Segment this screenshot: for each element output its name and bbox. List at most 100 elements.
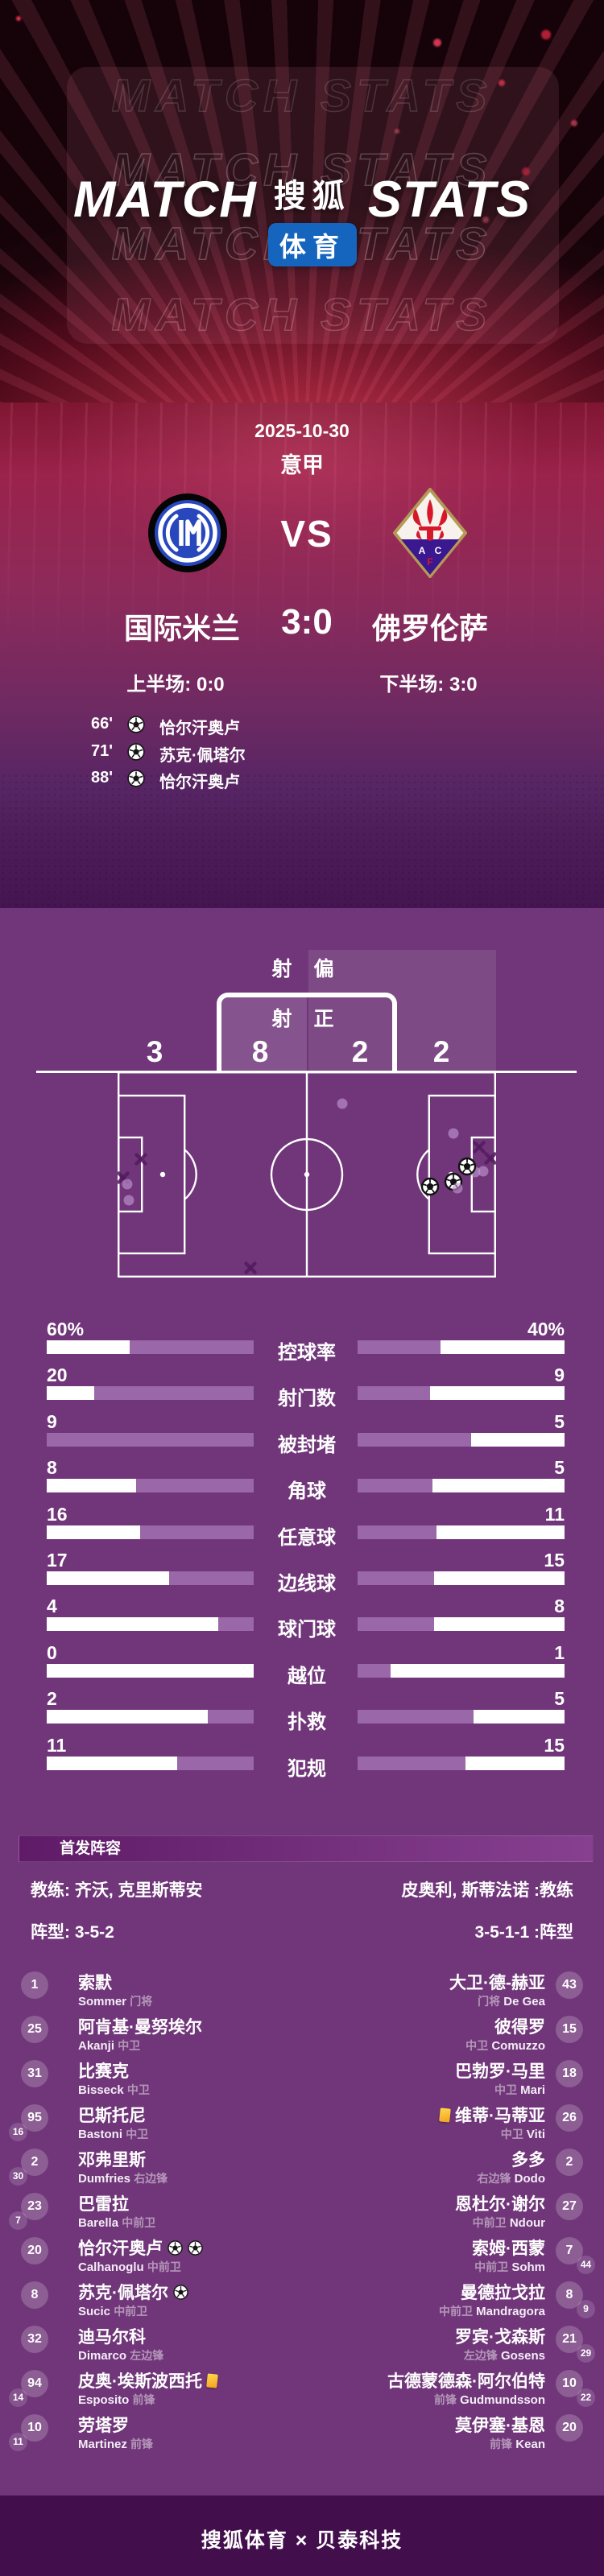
home-stat-bar xyxy=(47,1710,254,1724)
shot-x-marker xyxy=(484,1152,496,1165)
shot-dot-marker xyxy=(478,1166,489,1177)
home-player-detail: Sucic 中前卫 xyxy=(78,2305,148,2318)
home-stat-bar xyxy=(47,1525,254,1539)
away-player-position: 中前卫 xyxy=(438,2305,473,2318)
home-stat-value: 4 xyxy=(47,1596,57,1617)
home-player-detail: Bisseck 中卫 xyxy=(78,2083,150,2097)
away-player-detail: 右边锋 Dodo xyxy=(477,2172,546,2186)
away-player-position: 中卫 xyxy=(465,2039,489,2052)
away-shirt-number-badge: 27 xyxy=(556,2193,583,2220)
event-player-name: 恰尔汗奥卢 xyxy=(159,720,240,737)
watermark-text: MATCH STATS xyxy=(111,288,493,341)
away-stat-bar xyxy=(358,1756,565,1770)
home-shirt-number-badge: 94 xyxy=(21,2370,48,2397)
home-stat-value: 16 xyxy=(47,1503,68,1525)
goal-event-row: 88' 恰尔汗奥卢 xyxy=(0,769,604,791)
watermark-text: MATCH STATS xyxy=(111,69,493,122)
home-stat-value: 9 xyxy=(47,1410,57,1432)
away-shirt-number-badge: 15 xyxy=(556,2016,583,2043)
home-player-detail: Esposito 前锋 xyxy=(78,2393,155,2407)
home-stat-fill xyxy=(139,1525,254,1539)
home-player-detail: Sommer 门将 xyxy=(78,1995,153,2008)
home-player-name: 巴雷拉 xyxy=(78,2195,129,2214)
home-stat-value: 11 xyxy=(47,1734,67,1756)
shot-x-marker xyxy=(134,1153,147,1166)
lineup-row: 25 阿肯基·曼努埃尔 Akanji 中卫 彼得罗 中卫 Comuzzo 15 xyxy=(0,2014,604,2058)
fiorentina-logo: A C F xyxy=(393,488,467,578)
away-player-detail: 中卫 Viti xyxy=(500,2128,545,2141)
home-player-name: 皮奥·埃斯波西托 xyxy=(78,2368,218,2392)
away-stat-value: 15 xyxy=(544,1550,565,1571)
away-stat-bar xyxy=(358,1617,565,1632)
sohu-logo-text: 搜狐 xyxy=(273,179,351,214)
away-player-name: 恩杜尔·谢尔 xyxy=(455,2195,545,2214)
home-player-detail: Calhanoglu 中前卫 xyxy=(78,2260,181,2274)
home-player-detail: Bastoni 中卫 xyxy=(78,2128,149,2141)
away-stat-value: 15 xyxy=(544,1734,565,1756)
stat-label: 边线球 xyxy=(278,1573,336,1595)
dotted-texture-band xyxy=(0,773,604,908)
home-player-position: 中前卫 xyxy=(114,2305,148,2318)
home-player-name: 恰尔汗奥卢 xyxy=(78,2235,203,2260)
away-player-position: 右边锋 xyxy=(477,2172,511,2185)
away-stat-value: 5 xyxy=(554,1457,565,1479)
red-streaks-overlay xyxy=(0,402,604,708)
away-shirt-number-badge: 20 xyxy=(556,2414,583,2442)
away-player-name: 多多 xyxy=(511,2151,545,2169)
lineup-row: 16 95 巴斯托尼 Bastoni 中卫 维蒂·马蒂亚 中卫 Viti 26 xyxy=(0,2103,604,2147)
home-stat-bar xyxy=(47,1340,254,1354)
home-player-detail: Akanji 中卫 xyxy=(78,2039,141,2053)
hero-translucent-panel xyxy=(67,67,559,344)
away-player-detail: 中前卫 Mandragora xyxy=(438,2305,545,2318)
stat-label: 射门数 xyxy=(278,1388,336,1410)
home-player-name: 邓弗里斯 xyxy=(78,2151,146,2169)
footer-branding: 搜狐体育 × 贝泰科技 xyxy=(201,2529,403,2552)
home-player-detail: Barella 中前卫 xyxy=(78,2216,156,2230)
home-player-name: 劳塔罗 xyxy=(78,2417,129,2435)
away-shirt-number-badge: 43 xyxy=(556,1971,583,1999)
page-title: MATCH 搜狐 体育 STATS xyxy=(0,135,604,266)
hero-bokeh-sparks xyxy=(16,16,21,21)
home-stat-bar xyxy=(47,1756,254,1770)
stat-row: 2 5 扑救 xyxy=(0,1688,604,1747)
away-formation: 3-5-1-1 :阵型 xyxy=(474,1923,573,1942)
away-player-position: 中前卫 xyxy=(474,2260,509,2273)
hero-banner: MATCH STATS MATCH STATS MATCH STATS MATC… xyxy=(0,0,604,402)
home-stat-fill xyxy=(176,1756,254,1770)
soccer-ball-icon xyxy=(188,2240,203,2256)
lineup-row: 30 2 邓弗里斯 Dumfries 右边锋 多多 右边锋 Dodo 2 xyxy=(0,2147,604,2191)
home-player-name: 巴斯托尼 xyxy=(78,2107,146,2125)
home-player-name: 迪马尔科 xyxy=(78,2328,146,2347)
home-player-position: 中卫 xyxy=(118,2039,141,2052)
away-stat-bar xyxy=(358,1386,565,1401)
soccer-ball-icon xyxy=(168,2240,183,2256)
stat-row: 20 9 射门数 xyxy=(0,1364,604,1423)
home-stat-value: 8 xyxy=(47,1457,57,1479)
away-player-name: 巴勃罗·马里 xyxy=(455,2062,545,2081)
away-player-name: 曼德拉戈拉 xyxy=(461,2284,545,2302)
shot-dot-marker xyxy=(448,1128,459,1139)
away-player-position: 中前卫 xyxy=(472,2216,507,2229)
yellow-card-icon xyxy=(206,2372,218,2388)
home-sub-number-badge: 16 xyxy=(9,2123,27,2141)
stat-row: 4 8 球门球 xyxy=(0,1596,604,1654)
away-shots-off-value: 2 xyxy=(432,1035,450,1068)
event-minute: 66' xyxy=(90,715,113,733)
home-sub-number-badge: 11 xyxy=(9,2433,27,2451)
lineup-row: 31 比赛克 Bisseck 中卫 巴勃罗·马里 中卫 Mari 18 xyxy=(0,2058,604,2103)
sohu-sports-logo: 搜狐 体育 xyxy=(267,170,357,266)
home-stat-bar xyxy=(47,1479,254,1493)
away-sub-number-badge: 44 xyxy=(577,2256,595,2274)
away-stat-fill xyxy=(358,1432,472,1447)
coaches-row: 教练: 齐沃, 克里斯蒂安 皮奥利, 斯蒂法诺 :教练 xyxy=(31,1877,573,1900)
away-player-name: 维蒂·马蒂亚 xyxy=(439,2103,545,2127)
lineup-row: 1 索默 Sommer 门将 大卫·德-赫亚 门将 De Gea 43 xyxy=(0,1970,604,2014)
goal-ball-icon xyxy=(168,2240,183,2256)
home-player-detail: Dimarco 左边锋 xyxy=(78,2349,164,2363)
formations-row: 阵型: 3-5-2 3-5-1-1 :阵型 xyxy=(31,1919,573,1942)
home-shirt-number-badge: 8 xyxy=(21,2281,48,2309)
home-shots-off-value: 3 xyxy=(146,1035,163,1068)
stat-row: 60% 40% 控球率 xyxy=(0,1319,604,1377)
shot-dot-marker xyxy=(452,1183,463,1194)
home-player-position: 前锋 xyxy=(132,2393,155,2406)
